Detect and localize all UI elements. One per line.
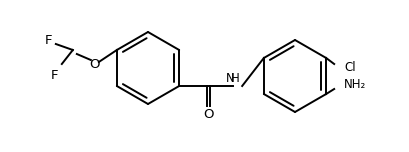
Text: O: O [203, 108, 213, 121]
Text: O: O [89, 57, 100, 71]
Text: F: F [50, 69, 58, 82]
Text: F: F [44, 35, 52, 47]
Text: H: H [230, 72, 239, 85]
Text: NH₂: NH₂ [343, 78, 366, 90]
Text: Cl: Cl [343, 62, 355, 74]
Text: N: N [225, 72, 234, 85]
